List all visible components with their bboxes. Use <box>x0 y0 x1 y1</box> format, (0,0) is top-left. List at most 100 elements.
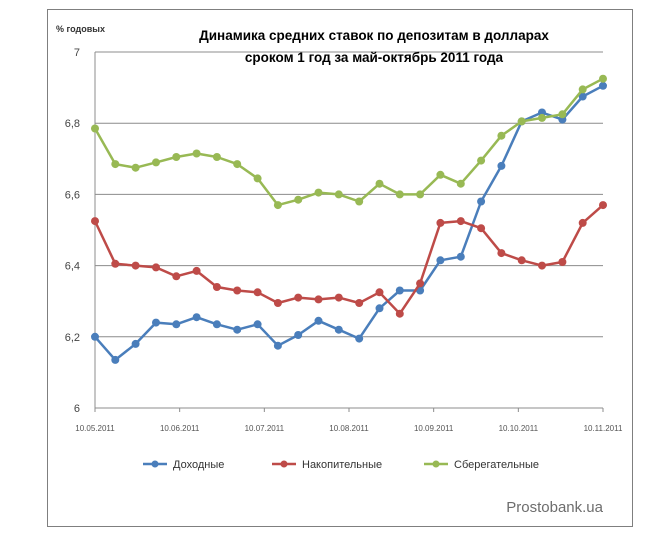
data-point <box>477 156 486 165</box>
gridlines <box>95 51 603 338</box>
series-1 <box>91 81 607 364</box>
legend-label: Сберегательные <box>454 459 539 471</box>
data-point <box>91 332 99 341</box>
data-point <box>131 339 140 348</box>
data-point <box>436 218 445 227</box>
y-tick-label: 6,8 <box>65 118 80 130</box>
data-point <box>172 272 181 281</box>
y-tick-label: 6,6 <box>65 189 80 201</box>
data-point <box>334 293 343 302</box>
data-point <box>192 266 201 275</box>
data-point <box>456 179 465 188</box>
data-point <box>294 195 303 204</box>
data-point <box>395 309 404 318</box>
data-point <box>355 299 364 307</box>
series-3 <box>91 74 607 210</box>
legend: Доходные Накопительные Сберегательные <box>143 459 539 471</box>
data-point <box>172 153 181 161</box>
y-tick-label: 7 <box>74 47 80 59</box>
data-point <box>558 110 567 119</box>
series-line <box>94 84 604 362</box>
data-point <box>253 288 262 297</box>
data-point <box>477 224 486 233</box>
x-tick-label: 10.08.2011 <box>329 424 369 433</box>
data-point <box>599 201 607 210</box>
data-point <box>355 197 364 206</box>
data-point <box>233 286 242 295</box>
data-point <box>517 117 526 126</box>
y-tick-label: 6 <box>74 403 80 415</box>
x-tick-label: 10.07.2011 <box>245 424 285 433</box>
data-point <box>456 252 465 261</box>
x-tick-label: 10.05.2011 <box>75 424 115 433</box>
data-point <box>517 256 526 265</box>
axes <box>94 52 603 409</box>
chart-frame: % годовых Динамика средних ставок по деп… <box>47 9 633 527</box>
data-point <box>294 331 303 339</box>
data-point <box>192 313 201 322</box>
data-point <box>212 283 221 291</box>
data-point <box>355 334 364 343</box>
series-group <box>91 74 607 364</box>
x-tick-label: 10.11.2011 <box>584 424 623 433</box>
data-point <box>314 295 323 304</box>
data-point <box>375 179 384 188</box>
y-tick-label: 6,4 <box>65 261 80 273</box>
chart-title-line-2: сроком 1 год за май-октябрь 2011 года <box>245 50 504 65</box>
data-point <box>578 85 587 94</box>
data-point <box>599 74 607 83</box>
data-point <box>375 288 384 297</box>
data-point <box>233 325 242 334</box>
data-point <box>456 217 465 226</box>
data-point <box>212 153 221 161</box>
data-point <box>152 318 160 327</box>
data-point <box>253 320 262 329</box>
x-axis-ticks: 10.05.2011 10.06.2011 10.07.2011 10.08.2011… <box>75 408 623 433</box>
data-point <box>558 258 567 266</box>
data-point <box>111 259 120 268</box>
chart-title-line-1: Динамика средних ставок по депозитам в д… <box>199 28 549 43</box>
y-tick-label: 6,2 <box>65 332 80 344</box>
data-point <box>152 263 160 272</box>
data-point <box>497 131 506 140</box>
data-point <box>294 293 303 302</box>
data-point <box>375 304 384 313</box>
x-tick-label: 10.09.2011 <box>414 424 454 433</box>
x-tick-label: 10.06.2011 <box>160 424 200 433</box>
data-point <box>91 217 99 226</box>
data-point <box>172 320 181 329</box>
data-point <box>578 218 587 227</box>
data-point <box>152 158 160 167</box>
legend-label: Доходные <box>173 459 224 471</box>
data-point <box>192 149 201 158</box>
y-axis-ticks: 6 6,2 6,4 6,6 6,8 7 <box>65 47 80 415</box>
watermark: Prostobank.ua <box>506 499 603 516</box>
data-point <box>91 124 99 133</box>
legend-marker <box>151 460 159 468</box>
data-point <box>131 163 140 172</box>
series-2 <box>91 201 607 318</box>
series-line <box>93 204 604 315</box>
series-line <box>93 77 604 207</box>
data-point <box>273 299 282 307</box>
data-point <box>497 249 506 258</box>
legend-label: Накопительные <box>302 459 382 471</box>
data-point <box>395 190 404 199</box>
legend-marker <box>432 460 440 468</box>
data-point <box>334 325 343 334</box>
data-point <box>436 256 445 265</box>
data-point <box>273 201 282 210</box>
y-axis-label: % годовых <box>56 24 105 34</box>
data-point <box>599 81 607 90</box>
data-point <box>538 113 546 122</box>
data-point <box>477 197 486 206</box>
data-point <box>253 174 262 183</box>
legend-marker <box>280 460 288 468</box>
data-point <box>314 188 323 197</box>
data-point <box>578 92 587 101</box>
data-point <box>497 161 506 170</box>
data-point <box>314 316 323 325</box>
data-point <box>416 190 425 199</box>
data-point <box>538 261 546 270</box>
x-tick-label: 10.10.2011 <box>499 424 539 433</box>
